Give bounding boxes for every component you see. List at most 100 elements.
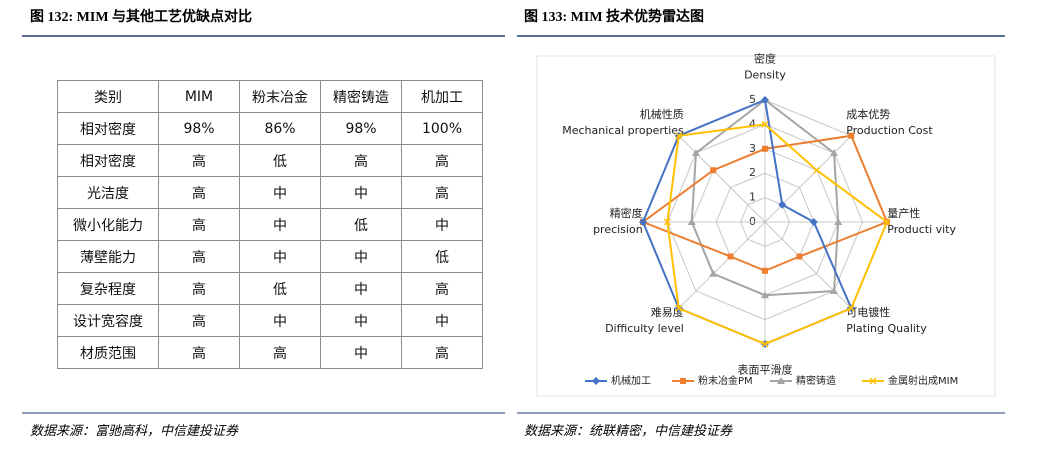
table-cell: 低 (320, 208, 402, 241)
table-cell: 高 (158, 336, 240, 369)
axis-label: 精密度 (610, 206, 643, 220)
table-row: 相对密度高低高高 (57, 144, 483, 177)
axis-label: 可电镀性 (846, 305, 890, 319)
legend-label: 精密铸造 (796, 374, 836, 387)
marker (761, 340, 769, 348)
table-row: 类别 MIM 粉末冶金 精密铸造 机加工 (57, 80, 483, 113)
marker (847, 304, 855, 312)
right-title: 图 133: MIM 技术优势雷达图 (524, 8, 704, 25)
table-cell: 精密铸造 (320, 80, 402, 113)
table-cell: 复杂程度 (57, 272, 159, 305)
table-cell: 类别 (57, 80, 159, 113)
marker (830, 148, 839, 156)
comparison-table: 类别 MIM 粉末冶金 精密铸造 机加工 相对密度 98% 86% 98% 100% 相对密度高低高… (57, 80, 483, 369)
table-cell: 中 (320, 336, 402, 369)
left-title: 图 132: MIM 与其他工艺优缺点对比 (30, 8, 252, 25)
table-cell: 相对密度 (57, 144, 159, 177)
spoke (678, 221, 766, 309)
axis-label: 密度 (754, 52, 776, 66)
legend-marker (869, 377, 877, 385)
table-cell: 微小化能力 (57, 208, 159, 241)
marker (778, 200, 787, 209)
r-tick-label: 5 (749, 93, 756, 106)
legend-label: 金属射出成MIM (888, 374, 958, 387)
axis-label-en: Mechanical properties (562, 124, 684, 137)
table-cell: 中 (239, 304, 321, 337)
marker (687, 218, 696, 225)
left-source: 数据来源：富驰高科，中信建投证券 (30, 423, 239, 438)
chart-frame (536, 55, 996, 397)
table-cell: 光洁度 (57, 176, 159, 209)
table-cell: 中 (320, 176, 402, 209)
axis-label: 机械性质 (640, 107, 684, 121)
table-cell: 中 (239, 240, 321, 273)
axis-label: 成本优势 (846, 107, 890, 121)
marker (762, 145, 768, 152)
marker (691, 148, 700, 156)
axis-label: 量产性 (887, 206, 920, 220)
marker (834, 218, 843, 225)
table-cell: 高 (158, 208, 240, 241)
spoke (678, 135, 766, 223)
r-tick-label: 1 (749, 191, 756, 204)
marker (639, 218, 647, 226)
table-cell: 中 (401, 304, 483, 337)
legend-marker (592, 377, 600, 385)
table-cell: 98% (158, 112, 240, 145)
table-cell: 设计宽容度 (57, 304, 159, 337)
table-cell: 低 (239, 272, 321, 305)
table-cell: 98% (320, 112, 402, 145)
table-cell: 中 (401, 208, 483, 241)
table-cell: 相对密度 (57, 112, 159, 145)
table-cell: 86% (239, 112, 321, 145)
table-cell: 薄壁能力 (57, 240, 159, 273)
marker (830, 287, 839, 295)
table-cell: 高 (401, 144, 483, 177)
marker (848, 132, 855, 139)
table-cell: 机加工 (401, 80, 483, 113)
table-cell: 高 (320, 144, 402, 177)
legend-label: 粉末冶金PM (698, 374, 753, 387)
r-tick-label: 3 (749, 142, 756, 155)
table-cell: 高 (158, 240, 240, 273)
marker (675, 132, 683, 140)
table-row: 设计宽容度高中中中 (57, 304, 483, 337)
table-row: 微小化能力高中低中 (57, 208, 483, 241)
table-cell: 高 (158, 304, 240, 337)
table-row: 光洁度高中中高 (57, 176, 483, 209)
table-cell: 粉末冶金 (239, 80, 321, 113)
table-cell: 高 (401, 272, 483, 305)
axis-label: 表面平滑度 (738, 362, 793, 376)
axis-label-en: Producti vity (887, 223, 956, 236)
table-cell: 高 (158, 144, 240, 177)
right-source: 数据来源：统联精密，中信建投证券 (524, 423, 733, 438)
table-cell: 高 (401, 336, 483, 369)
table-cell: 材质范围 (57, 336, 159, 369)
table-cell: 中 (239, 208, 321, 241)
axis-label-en: Plating Quality (846, 322, 927, 335)
table-row: 材质范围高高中高 (57, 336, 483, 369)
table-cell: 高 (401, 176, 483, 209)
marker (727, 253, 734, 260)
table-row: 薄壁能力高中中低 (57, 240, 483, 273)
axis-label-en: Density (744, 69, 786, 82)
table-cell: 100% (401, 112, 483, 145)
marker (813, 166, 821, 174)
axis-label-en: Production Cost (846, 124, 933, 137)
marker (796, 253, 803, 260)
table-cell: 中 (320, 240, 402, 273)
marker (761, 96, 769, 104)
table-row: 复杂程度高低中高 (57, 272, 483, 305)
table-cell: 中 (320, 272, 402, 305)
marker (883, 218, 891, 226)
axis-label-en: Difficulty level (605, 322, 684, 335)
spoke (764, 135, 852, 223)
table-row: 相对密度 98% 86% 98% 100% (57, 112, 483, 145)
table-cell: 低 (239, 144, 321, 177)
table-cell: 高 (158, 176, 240, 209)
marker (675, 304, 683, 312)
marker (761, 120, 769, 128)
legend-label: 机械加工 (611, 374, 651, 387)
marker (809, 218, 818, 226)
